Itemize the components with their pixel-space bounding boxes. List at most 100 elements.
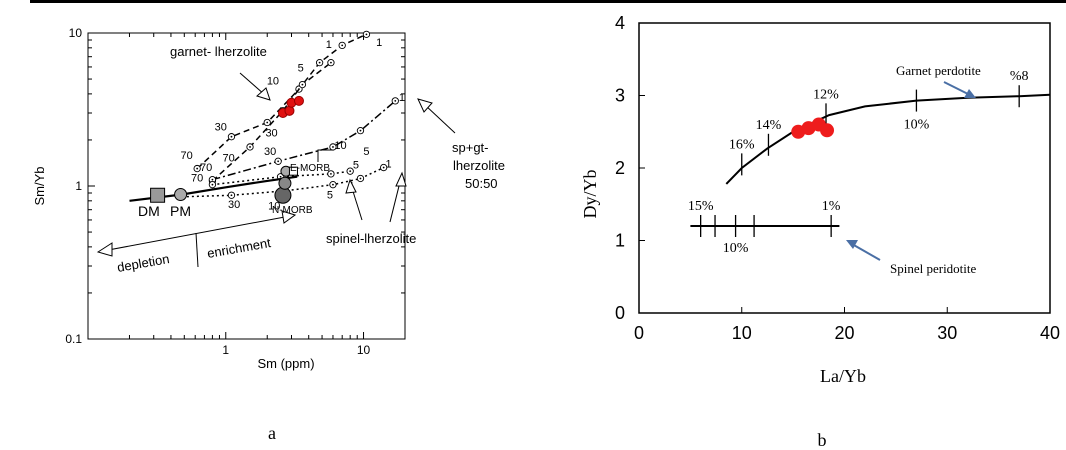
panel-a-melt-label: 10 [334, 140, 346, 152]
panel-a-model-point [274, 157, 282, 165]
spinel-label-arrowhead-2 [395, 171, 407, 187]
panel-b-plot-frame [638, 22, 1051, 314]
label-spgt-2: lherzolite [453, 158, 505, 173]
panel-b-melt-label: 1% [822, 199, 841, 214]
emorb-bracket [317, 149, 334, 162]
panel-b-x-axis-label: La/Yb [820, 366, 866, 386]
panel-b-melt-label: 12% [813, 87, 839, 102]
panel-a-y-tick-label: 10 [69, 26, 83, 40]
panel-a-melt-label: 10 [267, 76, 279, 88]
panel-a-melt-label: 30 [265, 128, 277, 140]
panel-a-y-tick-label: 0.1 [65, 332, 82, 346]
panel-a-model-point [263, 118, 271, 127]
spinel-label-arrowhead-1 [345, 178, 357, 194]
panel-a-melt-label: 5 [327, 189, 333, 201]
panel-a-melt-label: 70 [181, 150, 193, 162]
panel-a-model-point [193, 164, 201, 173]
panel-a-melt-label: 5 [363, 146, 369, 158]
panel-a-melt-label: 5 [353, 160, 359, 172]
panel-a-model-point [338, 41, 346, 50]
label-spinel-peridotite: Spinel peridotite [890, 261, 977, 276]
panel-a-series-line [211, 62, 332, 182]
label-enrichment: enrichment [206, 235, 272, 261]
panel-a-melt-label: 70 [191, 173, 203, 185]
panel-a-model-point [246, 143, 254, 151]
panel-a-model-point [362, 30, 371, 38]
panel-a-melt-label: 70 [200, 162, 212, 174]
panel-b-label: b [818, 430, 827, 450]
panel-b-y-tick-label: 1 [615, 231, 625, 251]
panel-a-model-point [380, 163, 388, 172]
enrichment-arrowhead [281, 210, 297, 224]
panel-a-y-tick-label: 1 [75, 179, 82, 193]
panel-a-model-point [315, 59, 324, 67]
panel-a-model-point [329, 181, 337, 189]
panel-a-model-point [356, 127, 365, 135]
spinel-peridotite-pointer-head [846, 240, 858, 249]
panel-a-x-tick-label: 10 [357, 343, 371, 357]
panel-b-series-line [725, 93, 1051, 185]
panel-a-sample-point [293, 95, 304, 106]
panel-a-y-axis-label: Sm/Yb [32, 166, 47, 205]
panel-a-model-point [227, 133, 236, 141]
label-garnet-perdotite: Garnet perdotite [896, 63, 981, 78]
panel-a-model-point [346, 167, 354, 175]
panel-b-y-tick-label: 4 [615, 13, 625, 33]
panel-b: 0 10 20 30 40 0 1 2 3 4 16%14% 12% 10% %8 15% 10% 1% Ga… [580, 13, 1060, 450]
panel-b-melt-label: 10% [904, 118, 930, 133]
panel-a-series-line [181, 166, 385, 198]
panel-a-melt-label: 30 [264, 146, 276, 158]
panel-a-model-point [327, 170, 335, 178]
panel-a-model-point [298, 80, 307, 89]
label-dm: DM [138, 203, 160, 219]
panel-a-sample-point [284, 105, 295, 116]
label-emorb: E-MORB [290, 163, 330, 174]
panel-a-melt-label: 30 [228, 199, 240, 211]
depletion-arrowhead [96, 242, 113, 257]
panel-a-melt-label: 5 [298, 63, 304, 75]
panel-b-sample-point [820, 123, 835, 138]
panel-a-x-axis-label: Sm (ppm) [257, 356, 314, 371]
panel-b-x-tick-label: 30 [937, 323, 957, 343]
panel-b-y-axis-label: Dy/Yb [580, 170, 600, 219]
garnet-perdotite-pointer [943, 81, 971, 96]
panel-a-melt-label: 1 [386, 159, 392, 171]
reference-point-emorb [288, 166, 298, 176]
panel-b-x-tick-label: 0 [634, 323, 644, 343]
label-spinel-lherzolite: spinel-lherzolite [326, 231, 416, 246]
spinel-peridotite-pointer [851, 243, 881, 261]
reference-point-nmorb [274, 165, 292, 204]
panel-a-x-tick-label: 1 [222, 343, 229, 357]
panel-b-x-tick-label: 40 [1040, 323, 1060, 343]
panel-a-melt-label: 1 [376, 37, 382, 49]
panel-b-melt-label: 10% [723, 241, 749, 256]
panel-a-melt-label: 30 [215, 122, 227, 134]
panel-b-melt-label: 15% [688, 199, 714, 214]
panel-b-y-tick-label: 3 [615, 86, 625, 106]
garnet-label-arrow [239, 72, 266, 96]
panel-b-melt-label: 16% [729, 137, 755, 152]
panel-a-model-point [391, 97, 399, 105]
panel-b-melt-label: 14% [756, 118, 782, 133]
panel-b-y-tick-label: 2 [615, 158, 625, 178]
garnet-label-arrowhead [256, 87, 271, 101]
spgt-label-arrowhead [417, 98, 433, 113]
reference-point-dm [150, 187, 166, 203]
spgt-label-arrow [424, 104, 456, 134]
label-depletion: depletion [116, 251, 171, 275]
panel-a-label: a [268, 423, 276, 443]
reference-point-pm [174, 187, 188, 201]
panel-a-melt-label: 1 [326, 39, 332, 51]
label-pm: PM [170, 203, 191, 219]
top-rule [30, 0, 1066, 3]
panel-a-melt-label: 70 [223, 152, 235, 164]
panel-a-model-point [356, 174, 365, 183]
label-spgt-1: sp+gt- [452, 140, 489, 155]
panel-b-x-tick-label: 20 [834, 323, 854, 343]
panel-a-model-point [227, 191, 236, 199]
label-nmorb: N-MORB [272, 205, 313, 216]
panel-a-melt-label: 1 [399, 92, 405, 104]
panel-b-melt-label: %8 [1010, 69, 1029, 84]
